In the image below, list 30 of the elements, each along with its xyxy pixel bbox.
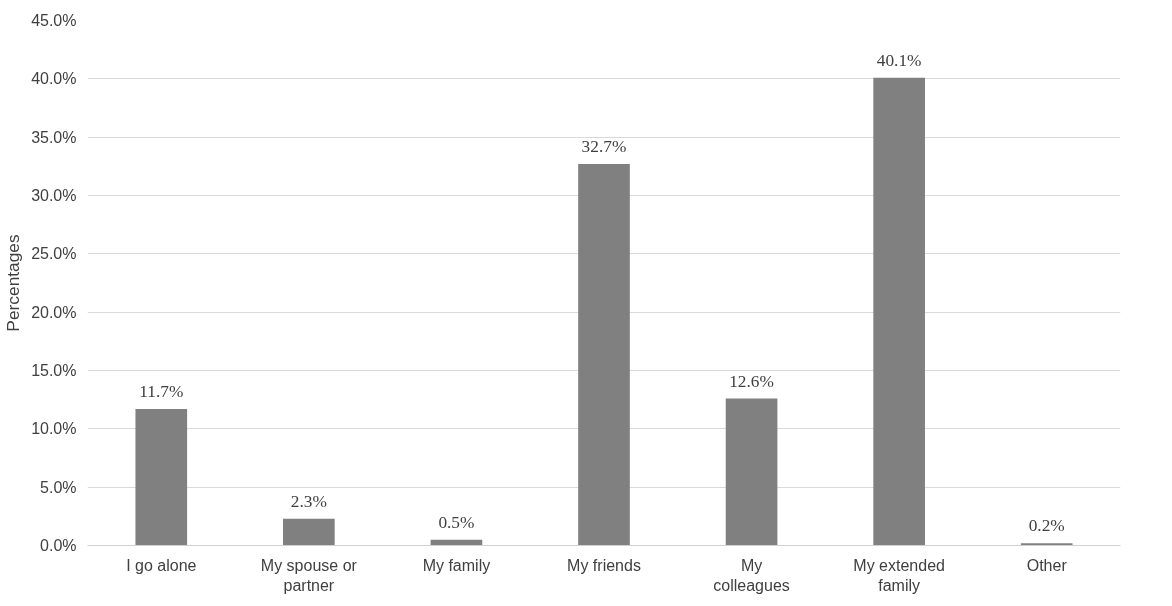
y-tick-label: 20.0% [31,303,77,321]
bar [725,398,778,546]
x-tick-label: My colleagues [713,556,790,594]
bar [873,77,925,546]
y-tick-label: 30.0% [31,187,77,204]
y-axis-title: Percentages [3,234,24,332]
data-label: 2.3% [290,491,327,511]
y-tick-label: 10.0% [31,420,77,438]
x-tick-label: I go alone [126,556,197,574]
x-tick-label: My spouse or partner [260,556,358,594]
data-label: 0.5% [438,512,475,532]
bar [283,518,335,546]
y-tick-label: 5.0% [40,478,77,496]
x-tick-label: My family [422,556,491,574]
x-tick-label: My extended family [853,556,945,594]
y-tick-label: 40.0% [31,70,77,88]
data-label: 0.2% [1028,516,1065,536]
y-tick-label: 15.0% [31,362,77,379]
data-label: 32.7% [581,137,627,156]
data-label: 40.1% [876,50,922,70]
data-label: 11.7% [139,382,184,401]
y-tick-label: 0.0% [40,537,77,554]
x-tick-label: My friends [567,556,641,574]
y-tick-label: 25.0% [31,245,77,263]
y-tick-label: 35.0% [31,128,77,146]
data-label: 12.6% [729,371,774,391]
bar [135,409,188,546]
x-tick-label: Other [1026,556,1068,574]
bar [578,164,630,546]
y-tick-label: 45.0% [31,12,77,29]
